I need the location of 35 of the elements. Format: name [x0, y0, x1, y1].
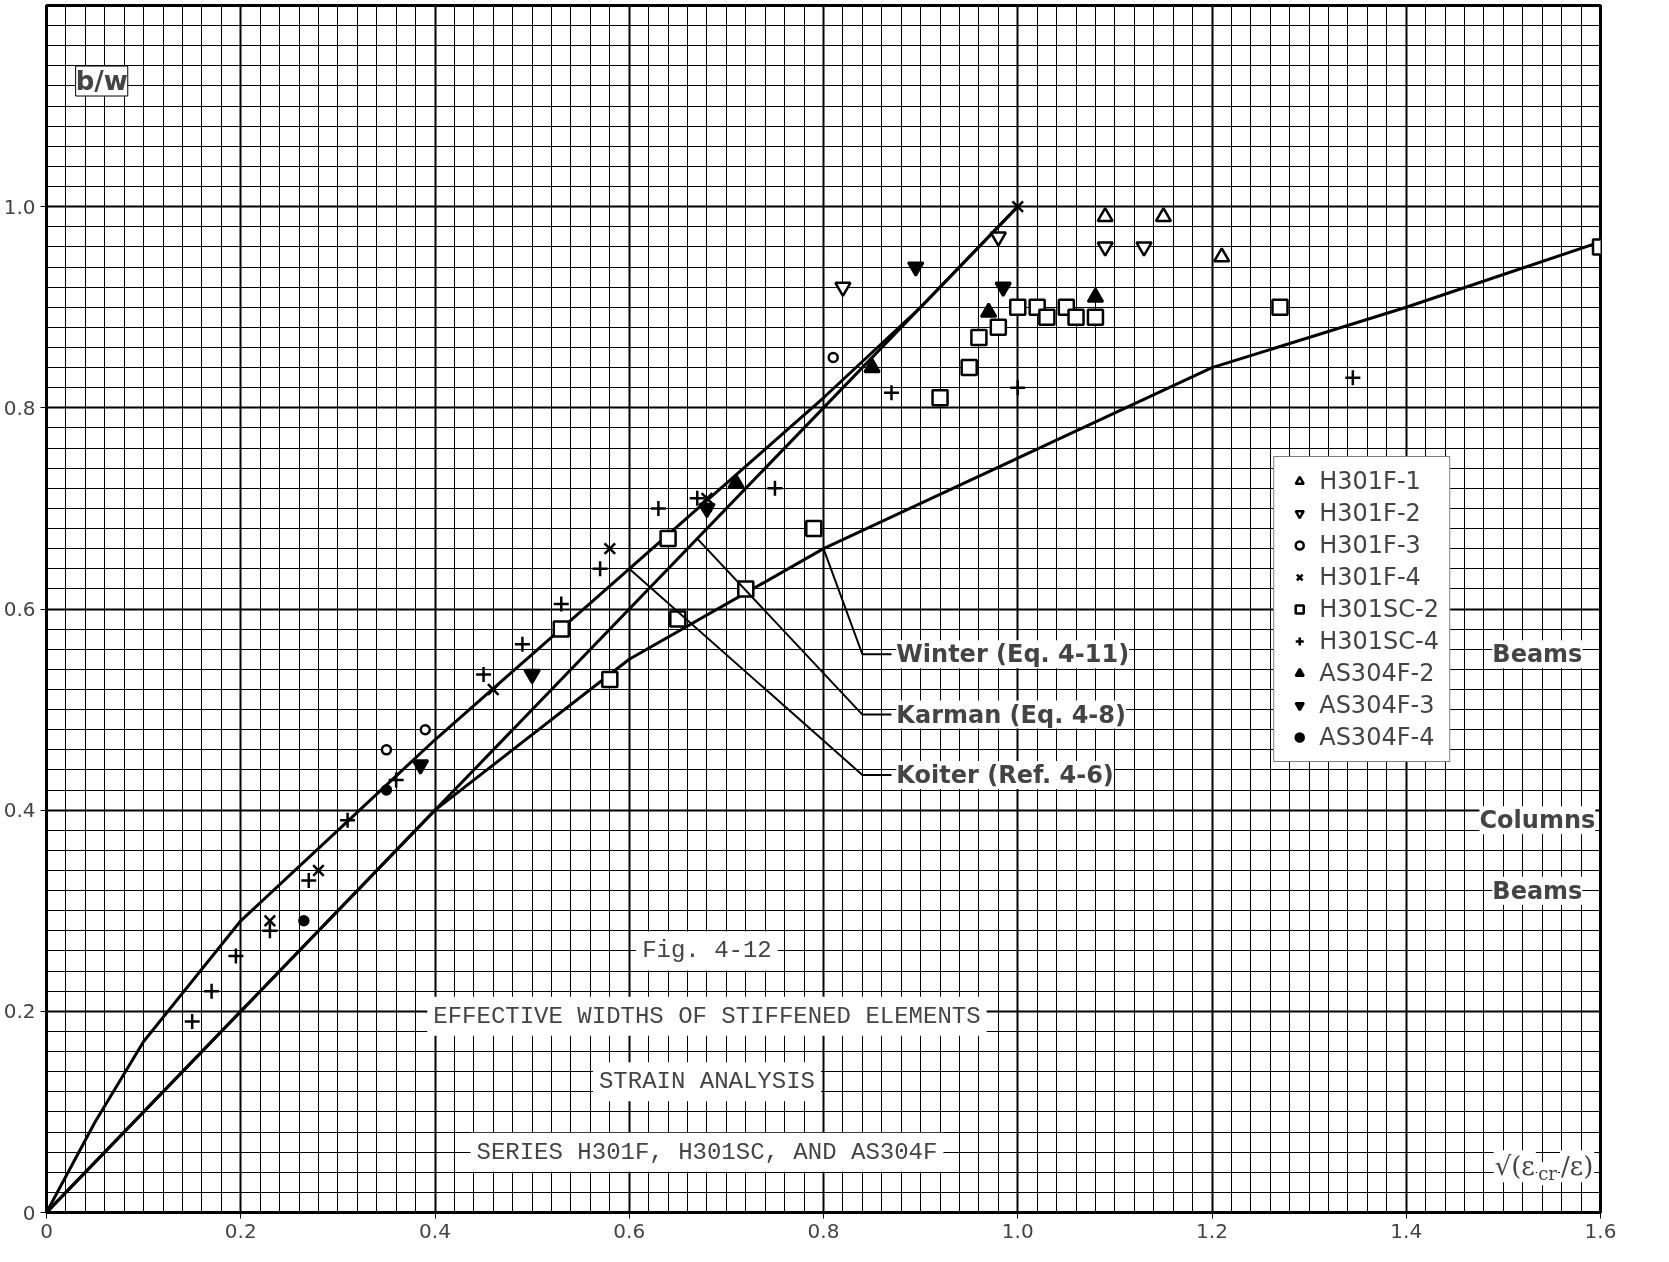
annotation: Karman (Eq. 4-8) [896, 700, 1126, 729]
legend-label: AS304F-2 [1319, 658, 1435, 687]
legend-label: AS304F-4 [1319, 722, 1435, 751]
annotation: EFFECTIVE WIDTHS OF STIFFENED ELEMENTS [433, 1002, 981, 1030]
legend-label: AS304F-3 [1319, 690, 1435, 719]
legend-label: H301F-4 [1319, 562, 1421, 591]
legend-label: H301SC-4 [1319, 626, 1439, 655]
x-tick-label: 1.4 [1390, 1218, 1423, 1243]
y-tick-label: 0.6 [3, 597, 36, 621]
x-tick-label: 1.6 [1584, 1218, 1617, 1243]
annotation: Beams [1492, 640, 1583, 669]
legend-label: H301F-1 [1319, 466, 1421, 495]
y-tick-label: 1.0 [3, 194, 36, 219]
x-tick-label: 0 [40, 1218, 53, 1243]
x-tick-label: 0.6 [613, 1218, 646, 1243]
annotation: Fig. 4-12 [642, 937, 772, 965]
annotation: Columns [1479, 806, 1596, 835]
annotation: Beams [1492, 876, 1583, 905]
y-axis-title: b/w [75, 66, 128, 97]
x-tick-label: 0.4 [419, 1218, 451, 1243]
x-tick-label: 1.0 [1001, 1218, 1034, 1243]
y-tick-label: 0.8 [3, 395, 36, 420]
annotation: Winter (Eq. 4-11) [896, 640, 1130, 669]
annotation: STRAIN ANALYSIS [598, 1068, 815, 1096]
annotation: Koiter (Ref. 4-6) [896, 760, 1114, 789]
y-tick-label: 0 [22, 1200, 36, 1225]
legend-label: H301F-3 [1319, 530, 1421, 559]
y-tick-label: 0.4 [3, 798, 36, 823]
x-tick-label: 1.2 [1196, 1218, 1228, 1243]
legend-label: H301F-2 [1319, 498, 1421, 527]
y-tick-label: 0.2 [3, 999, 36, 1024]
annotation: SERIES H301F, H301SC, AND AS304F [476, 1138, 938, 1166]
x-tick-label: 0.2 [224, 1218, 257, 1243]
x-tick-label: 0.8 [807, 1218, 840, 1243]
legend-label: H301SC-2 [1319, 594, 1439, 623]
